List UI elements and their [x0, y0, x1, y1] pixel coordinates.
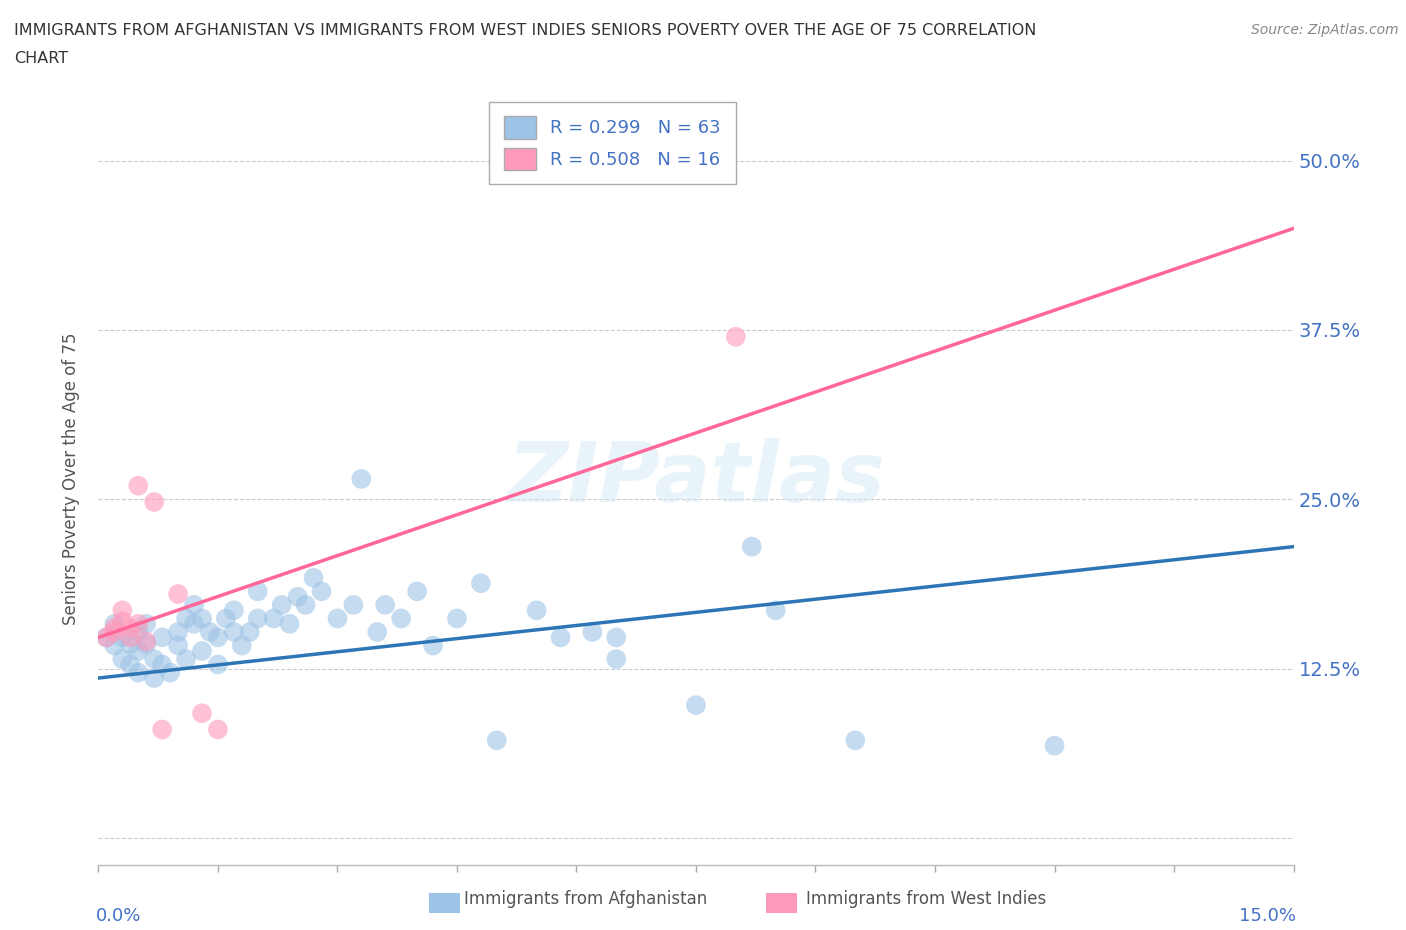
Point [127, 478, 149, 493]
Point [120, 657, 142, 671]
Point [120, 630, 142, 644]
Point [1043, 738, 1066, 753]
Point [143, 671, 166, 685]
Point [246, 584, 269, 599]
Point [287, 590, 309, 604]
Point [685, 698, 707, 712]
Point [485, 733, 508, 748]
Point [135, 634, 157, 649]
Point [526, 603, 548, 618]
Point [150, 722, 173, 737]
Point [159, 665, 181, 680]
Text: CHART: CHART [14, 51, 67, 66]
Point [294, 597, 316, 612]
Text: 0.0%: 0.0% [96, 908, 142, 925]
Text: 15.0%: 15.0% [1239, 908, 1296, 925]
Point [231, 638, 253, 653]
Text: Immigrants from Afghanistan: Immigrants from Afghanistan [464, 890, 707, 908]
Point [143, 495, 166, 510]
Point [167, 587, 190, 602]
Point [127, 644, 149, 658]
Point [96, 630, 118, 644]
Point [581, 625, 603, 640]
Point [167, 625, 190, 640]
Point [741, 539, 763, 554]
Point [222, 603, 245, 618]
Point [422, 638, 444, 653]
Point [191, 706, 214, 721]
Point [103, 617, 125, 631]
Text: Source: ZipAtlas.com: Source: ZipAtlas.com [1251, 23, 1399, 37]
Point [374, 597, 396, 612]
Point [326, 611, 349, 626]
Point [366, 625, 388, 640]
Text: ZIPatlas: ZIPatlas [508, 438, 884, 520]
Point [207, 657, 229, 671]
Point [135, 617, 157, 631]
Point [127, 625, 149, 640]
Y-axis label: Seniors Poverty Over the Age of 75: Seniors Poverty Over the Age of 75 [62, 333, 80, 625]
Point [550, 630, 572, 644]
Point [207, 630, 229, 644]
Point [342, 597, 364, 612]
Point [406, 584, 429, 599]
Point [246, 611, 269, 626]
Point [127, 665, 149, 680]
Point [96, 630, 118, 644]
Point [278, 617, 301, 631]
Point [135, 637, 157, 652]
Point [167, 638, 190, 653]
Point [183, 617, 205, 631]
Point [111, 630, 134, 644]
Point [111, 603, 134, 618]
Point [605, 652, 627, 667]
Point [127, 617, 149, 631]
Point [270, 597, 292, 612]
Point [470, 576, 492, 591]
Point [389, 611, 412, 626]
Point [350, 472, 373, 486]
Text: Immigrants from West Indies: Immigrants from West Indies [806, 890, 1046, 908]
Point [198, 625, 221, 640]
Point [183, 597, 205, 612]
Point [222, 625, 245, 640]
Point [103, 620, 125, 635]
Point [111, 614, 134, 629]
Point [191, 644, 214, 658]
Point [207, 722, 229, 737]
Point [765, 603, 787, 618]
Point [150, 657, 173, 671]
Point [311, 584, 333, 599]
Point [263, 611, 285, 626]
Point [103, 625, 125, 640]
Point [605, 630, 627, 644]
Point [150, 630, 173, 644]
Point [120, 637, 142, 652]
Point [446, 611, 468, 626]
Point [239, 625, 262, 640]
Text: IMMIGRANTS FROM AFGHANISTAN VS IMMIGRANTS FROM WEST INDIES SENIORS POVERTY OVER : IMMIGRANTS FROM AFGHANISTAN VS IMMIGRANT… [14, 23, 1036, 38]
Point [143, 652, 166, 667]
Point [120, 620, 142, 635]
Point [215, 611, 238, 626]
Legend: R = 0.299   N = 63, R = 0.508   N = 16: R = 0.299 N = 63, R = 0.508 N = 16 [489, 102, 735, 184]
Point [724, 329, 747, 344]
Point [302, 570, 325, 585]
Point [103, 638, 125, 653]
Point [174, 611, 197, 626]
Point [191, 611, 214, 626]
Point [174, 652, 197, 667]
Point [844, 733, 866, 748]
Point [111, 652, 134, 667]
